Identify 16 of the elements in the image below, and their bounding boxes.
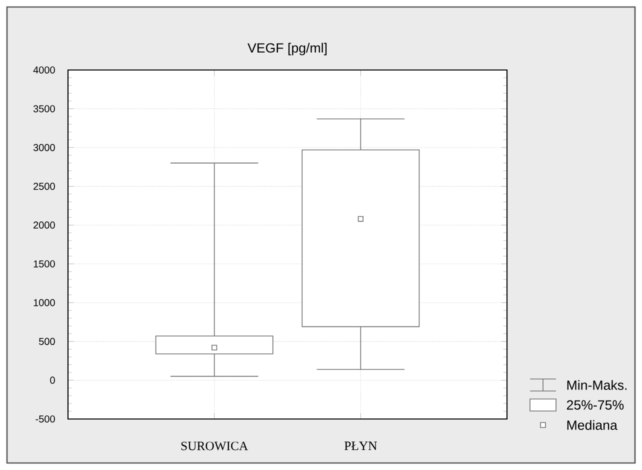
y-tick-label: 2000	[34, 222, 55, 229]
text: Mediana	[567, 420, 618, 430]
x-tick-label: SUROWICA	[181, 442, 248, 450]
y-tick-label: 0	[50, 376, 55, 384]
y-tick-label: 1000	[34, 299, 55, 306]
x-tick-label: PŁYN	[344, 442, 377, 450]
y-tick-label: 2500	[34, 182, 55, 190]
y-tick-label: -500	[36, 415, 55, 423]
y-tick-label: 500	[39, 338, 55, 345]
y-tick-label: 1500	[34, 260, 55, 268]
y-tick-label: 4000	[33, 66, 55, 74]
text: 25%-75%	[566, 400, 624, 410]
y-tick-label: 3500	[33, 105, 55, 112]
y-tick-label: 3000	[33, 144, 55, 152]
chart-title: VEGF [pg/ml]	[248, 42, 327, 56]
text: Min-Maks.	[567, 380, 627, 390]
